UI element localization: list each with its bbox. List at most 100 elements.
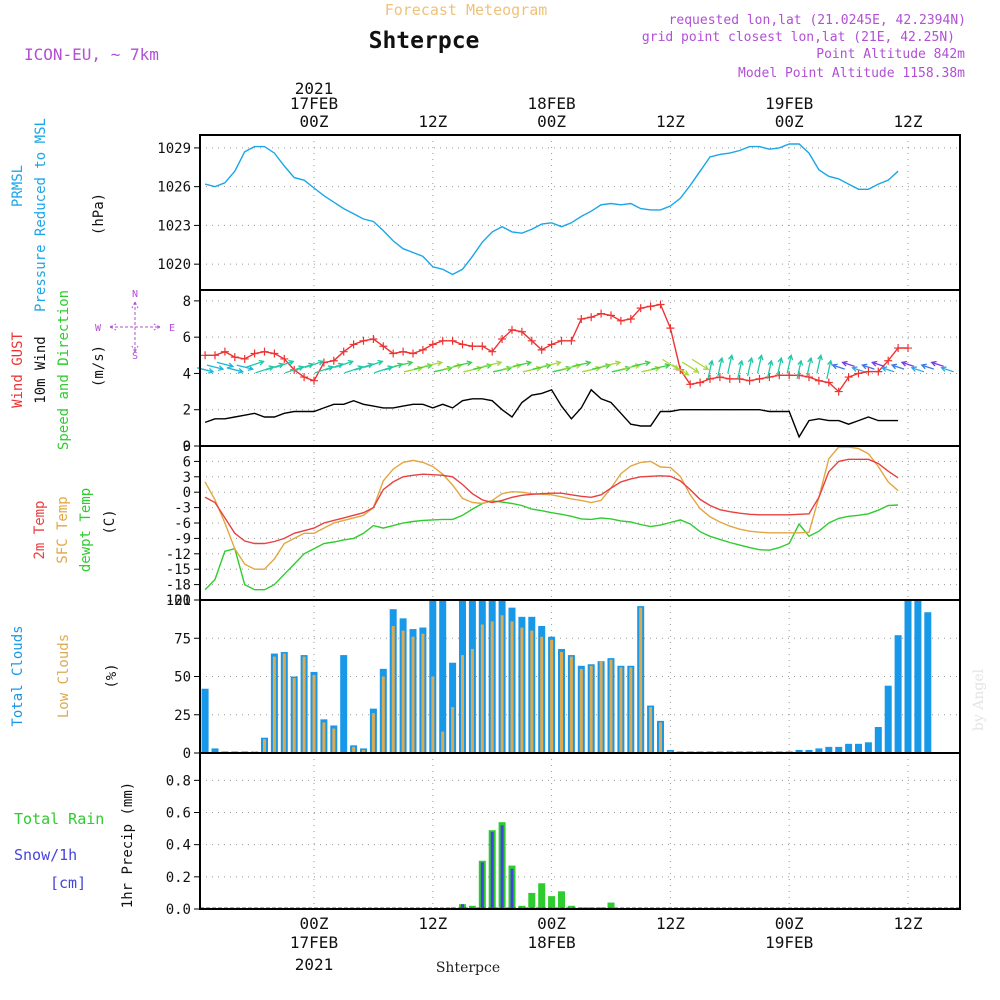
- wind-arrow-head: [237, 367, 245, 374]
- wind-arrow-head: [890, 363, 898, 370]
- wind-arrow: [216, 361, 234, 368]
- y-tick-label: 0: [183, 485, 191, 501]
- y-tick-label: 1023: [157, 218, 191, 234]
- wind-arrow-head: [555, 360, 562, 367]
- y-tick-label: 6: [183, 454, 191, 470]
- wind-arrow-head: [718, 356, 724, 364]
- wind-arrow: [881, 367, 895, 373]
- gust-marker: [379, 342, 388, 351]
- gust-marker: [607, 311, 615, 320]
- wind-arrow: [911, 367, 925, 373]
- wind-arrow-head: [585, 360, 592, 367]
- low-cloud-bar: [431, 676, 435, 753]
- low-cloud-bar: [560, 652, 563, 753]
- wind-arrow-head: [247, 365, 255, 371]
- compass-east: E: [169, 323, 175, 334]
- gust-marker: [527, 336, 536, 345]
- wind-arrow: [226, 367, 243, 373]
- snow-bar: [461, 904, 464, 909]
- snow-bar: [510, 868, 514, 909]
- y-tick-label: 50: [174, 670, 191, 686]
- gust-marker: [240, 354, 249, 363]
- wind-arrow: [727, 355, 733, 374]
- dewpoint-line: [204, 500, 899, 591]
- gust-marker: [834, 387, 843, 396]
- precip-axis-label: 1hr Precip (mm): [120, 782, 136, 908]
- gust-marker: [220, 347, 229, 356]
- wind-arrow-head: [693, 367, 700, 373]
- wind-arrow: [852, 367, 865, 373]
- wind-arrow-head: [797, 359, 804, 366]
- gust-marker: [389, 349, 398, 358]
- wind-arrow: [334, 360, 353, 368]
- top-date-label: 17FEB: [290, 94, 338, 113]
- wind-mean-line: [204, 388, 899, 439]
- gust-marker: [339, 347, 348, 356]
- gust-marker: [547, 340, 556, 349]
- gust-marker: [211, 351, 219, 360]
- gust-marker: [844, 373, 853, 382]
- wind-arrow-head: [208, 367, 215, 374]
- panel-frame: [199, 752, 961, 910]
- gust-marker: [448, 336, 457, 345]
- pressure-unit: (hPa): [91, 193, 107, 235]
- bottom-time-label: 12Z: [894, 914, 923, 933]
- total-cloud-bar: [924, 612, 932, 753]
- gust-marker: [814, 376, 823, 385]
- y-tick-label: 0: [183, 746, 191, 762]
- model-altitude: Model Point Altitude 1158.38m: [738, 66, 965, 81]
- gust-marker: [775, 371, 784, 380]
- gust-marker: [250, 349, 259, 358]
- low-cloud-bar: [371, 713, 375, 753]
- wind-arrow-head: [910, 366, 917, 372]
- wind-arrow-head: [747, 356, 754, 364]
- gust-marker: [616, 316, 625, 325]
- gust-marker: [626, 315, 635, 324]
- wind-arrow-head: [615, 360, 622, 367]
- wind-arrow-head: [831, 363, 838, 370]
- top-time-label: 00Z: [775, 112, 804, 131]
- wind-arrow: [304, 360, 324, 368]
- panel-frame: [199, 134, 961, 291]
- gust-marker: [418, 345, 427, 354]
- wind-arrow-head: [317, 359, 325, 366]
- gust-marker: [517, 327, 526, 336]
- top-time-label: 00Z: [537, 112, 566, 131]
- wind-arrow-head: [466, 360, 473, 367]
- y-tick-label: -18: [166, 578, 191, 594]
- wind-arrow: [816, 355, 822, 374]
- pressure-line: [204, 143, 899, 276]
- gust-marker: [904, 344, 912, 353]
- bottom-time-label: 00Z: [775, 914, 804, 933]
- gust-marker: [824, 378, 833, 387]
- bottom-year: 2021: [295, 955, 334, 974]
- total-cloud-bar: [815, 748, 823, 753]
- panel-precip: 0.0 0.2 0.4 0.6 0.8: [166, 753, 960, 918]
- gust-marker: [894, 344, 903, 353]
- total-cloud-bar: [201, 688, 209, 753]
- wind-arrow-head: [288, 359, 295, 366]
- y-tick-label: -12: [166, 547, 191, 563]
- precip-snow-unit: [cm]: [50, 874, 86, 892]
- y-tick-label: -6: [174, 516, 191, 532]
- bottom-date-label: 17FEB: [290, 933, 338, 952]
- top-date-label: 18FEB: [528, 94, 576, 113]
- low-cloud-bar: [629, 667, 633, 753]
- gust-marker: [567, 336, 576, 345]
- snow-bar: [490, 831, 494, 909]
- y-tick-label: 25: [174, 708, 191, 724]
- sfc-temp-line: [204, 446, 899, 570]
- y-tick-label: 75: [174, 631, 191, 647]
- wind-arrow-head: [940, 366, 947, 372]
- y-tick-label: 100: [166, 593, 191, 609]
- total-cloud-bar: [874, 726, 882, 753]
- wind-arrow-head: [861, 363, 868, 370]
- gust-marker: [864, 367, 873, 376]
- total-cloud-bar: [340, 655, 348, 753]
- panel-wind: 0 2 4 6 8: [183, 290, 960, 455]
- wind-arrow: [921, 364, 935, 370]
- y-tick-label: -15: [166, 562, 191, 578]
- y-tick-label: 1029: [157, 141, 191, 157]
- wind-arrow: [872, 361, 885, 367]
- wind-arrow-head: [817, 354, 823, 361]
